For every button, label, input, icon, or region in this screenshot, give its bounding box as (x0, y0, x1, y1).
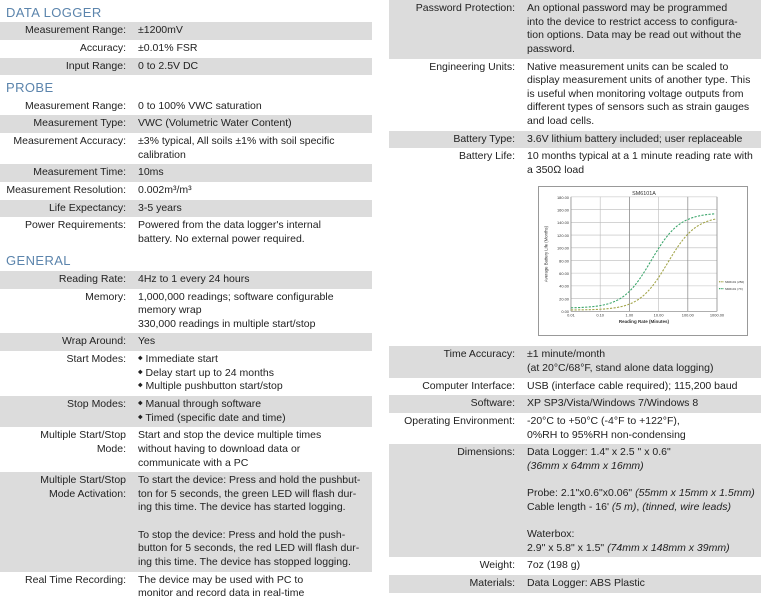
svg-text:20.00: 20.00 (559, 296, 570, 301)
svg-text:10.00: 10.00 (654, 312, 665, 317)
svg-text:SM6101 (7X): SM6101 (7X) (725, 287, 743, 291)
svg-text:180.00: 180.00 (557, 195, 570, 200)
svg-text:100.00: 100.00 (682, 312, 695, 317)
svg-text:80.00: 80.00 (559, 258, 570, 263)
svg-text:Reading Rate (Minutes): Reading Rate (Minutes) (619, 319, 670, 324)
svg-text:100.00: 100.00 (557, 245, 570, 250)
svg-text:1000.00: 1000.00 (710, 312, 725, 317)
svg-text:140.00: 140.00 (557, 220, 570, 225)
svg-text:40.00: 40.00 (559, 283, 570, 288)
svg-text:1.00: 1.00 (626, 312, 634, 317)
svg-text:120.00: 120.00 (557, 233, 570, 238)
svg-text:0.01: 0.01 (567, 312, 575, 317)
svg-text:0.10: 0.10 (596, 312, 604, 317)
svg-text:SM6101A: SM6101A (632, 191, 656, 197)
svg-text:SM6101 (250): SM6101 (250) (725, 280, 744, 284)
svg-text:Average Battery Life (Months): Average Battery Life (Months) (543, 225, 548, 282)
svg-text:160.00: 160.00 (557, 207, 570, 212)
svg-text:60.00: 60.00 (559, 271, 570, 276)
